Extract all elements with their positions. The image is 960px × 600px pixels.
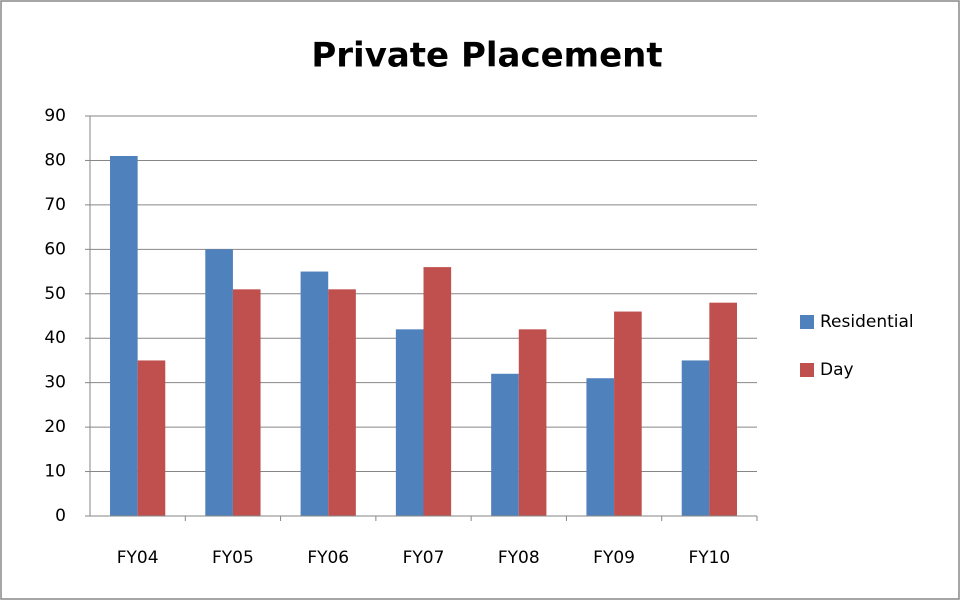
bar [395,329,424,516]
y-tick-label: 10 [44,462,66,482]
legend-label: Residential [820,312,914,332]
bar [709,302,737,516]
y-tick-label: 60 [44,239,66,259]
y-tick-label: 90 [44,106,66,126]
y-tick-label: 0 [55,506,66,526]
bar [300,271,329,516]
y-tick-label: 30 [44,373,66,393]
x-tick-label: FY07 [403,548,445,568]
bar [518,329,547,516]
x-tick-label: FY06 [307,548,349,568]
bar [328,289,356,516]
y-tick-label: 70 [44,195,66,215]
y-tick-label: 40 [44,328,66,348]
legend-swatch [800,315,814,329]
y-tick-label: 80 [44,150,66,170]
bar [586,378,615,516]
bar [491,373,519,516]
bar [681,360,710,516]
bar [110,156,138,516]
legend-swatch [800,363,814,377]
bar [423,267,452,516]
bar [614,311,642,516]
bar [205,249,233,517]
legend-label: Day [820,360,854,380]
bar [137,360,166,516]
y-tick-label: 50 [44,284,66,304]
x-tick-label: FY04 [117,548,159,568]
x-tick-label: FY10 [688,548,730,568]
chart-title: Private Placement [311,36,662,76]
y-tick-label: 20 [44,417,66,437]
x-tick-label: FY09 [593,548,635,568]
x-tick-label: FY08 [498,548,540,568]
x-tick-label: FY05 [212,548,254,568]
bar [232,289,261,516]
